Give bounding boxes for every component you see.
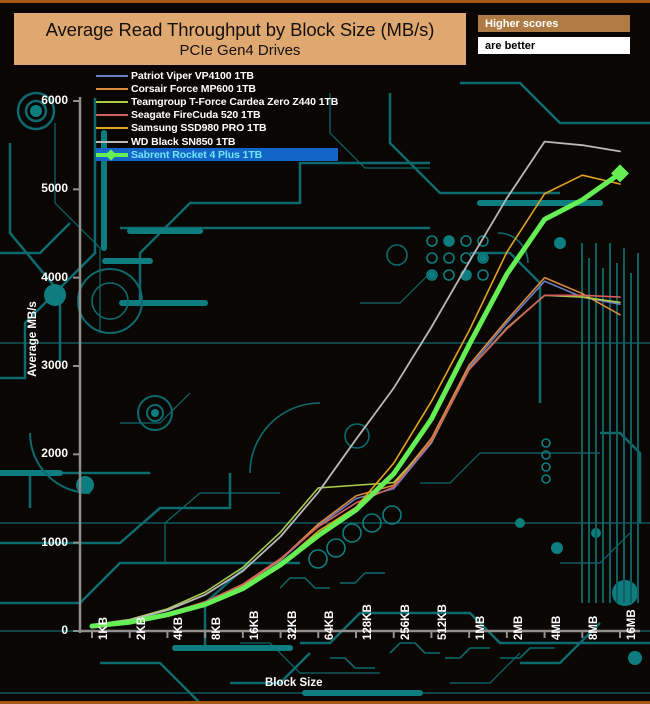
series-line [91, 174, 621, 627]
x-axis-label: Block Size [265, 677, 323, 689]
legend-color-swatch [96, 69, 128, 82]
series-line [91, 276, 621, 627]
legend-item-label: Sabrent Rocket 4 Plus 1TB [131, 148, 263, 161]
legend-item-label: Corsair Force MP600 1TB [131, 82, 256, 95]
series-lines [89, 140, 629, 629]
y-tick-label: 2000 [41, 446, 68, 461]
series-line [91, 294, 621, 627]
legend-item[interactable]: Patriot Viper VP4100 1TB [96, 69, 338, 82]
series-line [91, 140, 621, 627]
page-title: Average Read Throughput by Block Size (M… [45, 18, 435, 40]
legend-item[interactable]: WD Black SN850 1TB [96, 135, 338, 148]
legend-color-swatch [96, 135, 128, 148]
x-tick-label: 2MB [512, 615, 525, 640]
x-tick-label: 256KB [399, 604, 412, 640]
y-axis-label: Average MB/s [27, 301, 39, 377]
axis-lines [73, 97, 640, 638]
higher-scores-note: Higher scores [478, 15, 630, 32]
legend-item[interactable]: Teamgroup T-Force Cardea Zero Z440 1TB [96, 95, 338, 108]
legend-item[interactable]: Corsair Force MP600 1TB [96, 82, 338, 95]
x-tick-label: 8KB [211, 616, 224, 640]
x-tick-label: 512KB [437, 604, 450, 640]
x-tick-label: 16KB [248, 610, 261, 640]
series-line [89, 170, 623, 629]
legend-color-swatch [96, 95, 128, 108]
legend-item-label: Patriot Viper VP4100 1TB [131, 69, 254, 82]
legend-color-swatch [96, 122, 128, 135]
series-line [91, 294, 621, 626]
y-tick-label: 1000 [41, 534, 68, 549]
x-tick-label: 128KB [362, 604, 374, 640]
are-better-note: are better [478, 37, 630, 54]
legend-item[interactable]: Samsung SSD980 PRO 1TB [96, 122, 338, 135]
chart-title-box: Average Read Throughput by Block Size (M… [14, 13, 466, 65]
legend-item[interactable]: Sabrent Rocket 4 Plus 1TB [96, 148, 339, 162]
y-tick-label: 4000 [41, 269, 68, 284]
x-tick-label: 8MB [588, 615, 601, 640]
legend-item-label: Samsung SSD980 PRO 1TB [131, 122, 267, 135]
x-tick-label: 1MB [475, 615, 488, 640]
chart-legend: Patriot Viper VP4100 1TB Corsair Force MP… [96, 69, 339, 162]
series-end-marker-diamond [611, 164, 629, 183]
x-tick-label: 2KB [135, 616, 148, 640]
legend-item-label: Seagate FireCuda 520 1TB [131, 109, 261, 122]
x-tick-label: 1KB [98, 616, 110, 640]
legend-color-swatch [96, 148, 128, 161]
page-subtitle: PCIe Gen4 Drives [179, 41, 301, 59]
x-tick-label: 32KB [286, 610, 299, 640]
x-tick-label: 16MB [626, 609, 638, 640]
x-tick-label: 4MB [550, 615, 563, 640]
y-tick-label: 0 [61, 623, 68, 637]
y-tick-label: 3000 [41, 358, 68, 372]
legend-color-swatch [96, 82, 128, 95]
legend-item-label: WD Black SN850 1TB [131, 135, 236, 148]
legend-item[interactable]: Seagate FireCuda 520 1TB [96, 109, 338, 122]
legend-item-label: Teamgroup T-Force Cardea Zero Z440 1TB [131, 95, 339, 108]
legend-marker-diamond [105, 149, 117, 161]
x-tick-label: 4KB [173, 616, 186, 640]
legend-color-swatch [96, 109, 128, 122]
series-line [91, 280, 621, 627]
y-tick-label: 5000 [41, 181, 68, 196]
y-tick-label: 6000 [41, 93, 68, 107]
x-tick-label: 64KB [324, 610, 337, 640]
